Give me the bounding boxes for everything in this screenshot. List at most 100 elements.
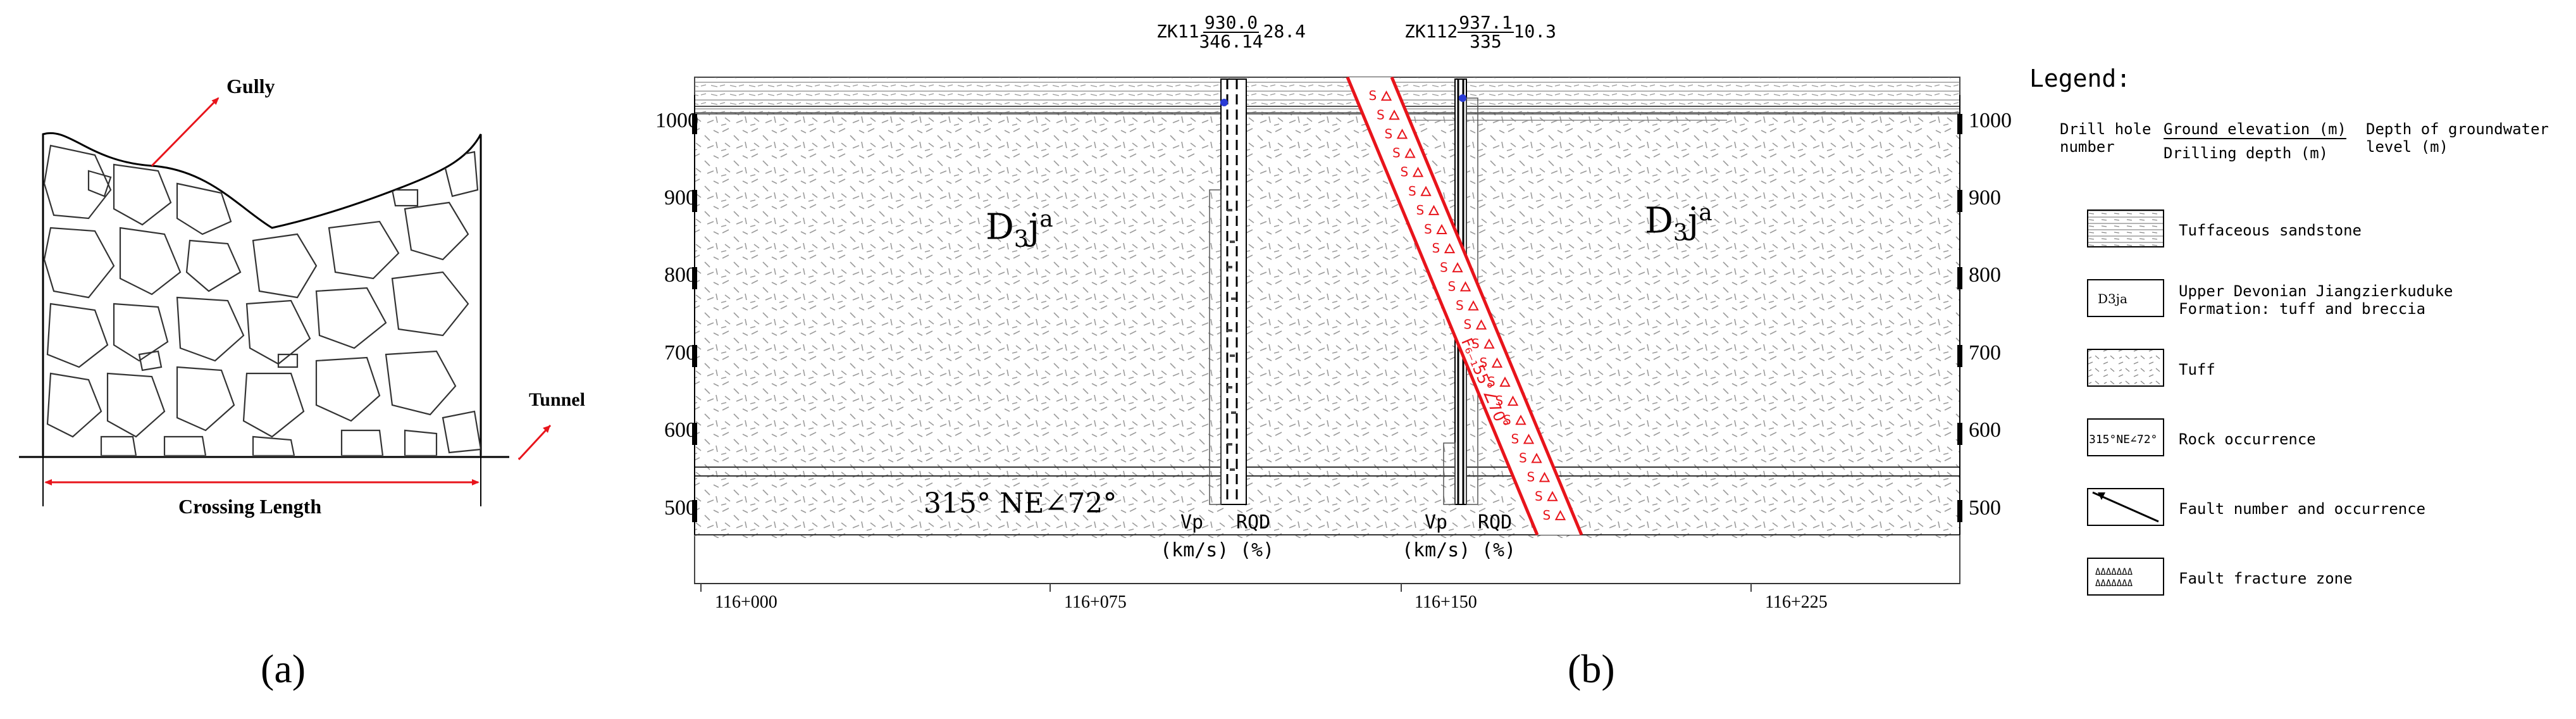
- legend-symbol-formation: [2087, 279, 2164, 317]
- fault-breccia-mark: [1468, 300, 1479, 311]
- legend-header-num: Ground elevation (m): [2164, 120, 2346, 139]
- elev-right-800: 800: [1969, 263, 2001, 287]
- legend-rock-symbol: 315°NE∠72°: [2089, 433, 2158, 446]
- fault-s-mark: S: [1519, 451, 1527, 466]
- legend-label-rock-occurrence: Rock occurrence: [2179, 430, 2316, 448]
- elev-right-900: 900: [1969, 186, 2001, 209]
- fault-s-mark: S: [1487, 374, 1495, 389]
- bh1-rqd-label: RQD: [1236, 511, 1271, 534]
- legend-symbol-sandstone: [2087, 209, 2164, 247]
- elev-left-700: 700: [664, 341, 697, 365]
- fault-s-mark: S: [1471, 336, 1480, 351]
- legend-header-col3: Depth of groundwater level (m): [2366, 120, 2549, 156]
- chainage-116-150: 116+150: [1415, 592, 1477, 612]
- fault-breccia-mark: [1515, 415, 1526, 425]
- fault-s-mark: S: [1369, 88, 1377, 103]
- fault-s-mark: S: [1511, 431, 1520, 446]
- bh1-vp-label: Vp: [1180, 511, 1204, 534]
- fault-s-mark: S: [1385, 126, 1393, 141]
- fault-s-mark: S: [1424, 222, 1432, 237]
- fault-s-mark: S: [1408, 184, 1416, 199]
- chainage-116-225: 116+225: [1765, 592, 1828, 612]
- fault-breccia-mark: [1547, 491, 1558, 501]
- fault-breccia-mark: [1444, 243, 1456, 254]
- crossing-length-label: Crossing Length: [178, 495, 322, 518]
- fault-breccia-mark: [1428, 204, 1440, 215]
- elev-right-700: 700: [1969, 341, 2001, 365]
- fault-breccia-mark: [1507, 396, 1519, 406]
- formation-label-right: D3ja: [1645, 200, 1712, 246]
- panel-b-label: (b): [1568, 646, 1615, 691]
- panel-a-diagram: [19, 97, 519, 506]
- bh2-rqd-unit: (%): [1482, 539, 1516, 561]
- elev-right-500: 500: [1969, 496, 2001, 520]
- elev-left-500: 500: [664, 496, 697, 520]
- fault-s-mark: S: [1464, 317, 1472, 332]
- bh1-vp-unit: (km/s): [1160, 539, 1229, 561]
- fault-breccia-mark: [1380, 91, 1392, 101]
- fault-breccia-mark: [1436, 223, 1447, 234]
- fault-s-mark: S: [1440, 259, 1448, 275]
- rock-occurrence-label: 315° NE∠72°: [924, 487, 1117, 520]
- fault-s-mark: S: [1480, 355, 1488, 370]
- bh2-vp-unit: (km/s): [1402, 539, 1471, 561]
- fault-breccia-mark: [1539, 472, 1551, 482]
- fault-breccia-mark: [1412, 166, 1424, 177]
- legend-label-fault: Fault number and occurrence: [2179, 500, 2426, 518]
- fault-s-mark: S: [1535, 489, 1543, 504]
- boulder-pattern: [43, 144, 481, 456]
- legend-label-tuff: Tuff: [2179, 361, 2215, 378]
- drill-hole-header-zk112: ZK112 937.1 335 10.3: [1404, 12, 1557, 52]
- fault-s-mark: S: [1448, 278, 1456, 294]
- legend-header-col1: Drill hole number: [2060, 120, 2152, 156]
- fault-breccia-mark: [1452, 262, 1463, 273]
- legend-label-formation: Upper Devonian Jiangzierkuduke Formation…: [2179, 282, 2453, 318]
- tunnel-label: Tunnel: [529, 389, 585, 410]
- tunnel-arrow-ext: [517, 424, 552, 461]
- bh2-rqd-label: RQD: [1478, 511, 1513, 534]
- panel-a-label: (a): [261, 646, 306, 691]
- fault-s-mark: S: [1377, 107, 1385, 122]
- gully-label: Gully: [226, 75, 275, 97]
- chainage-116-000: 116+000: [715, 592, 777, 612]
- elev-right-1000: 1000: [1969, 109, 2012, 132]
- bh1-rqd-unit: (%): [1240, 539, 1275, 561]
- formation-label-left: D3ja: [986, 206, 1053, 253]
- gully-surface: [42, 132, 482, 456]
- elev-left-1000: 1000: [655, 109, 698, 132]
- fault-breccia-mark: [1475, 319, 1487, 330]
- fault-breccia-mark: [1554, 510, 1566, 520]
- legend-symbol-tuff: [2087, 349, 2164, 387]
- fault-breccia-mark: [1499, 376, 1511, 387]
- elev-left-600: 600: [664, 418, 697, 442]
- svg-text:ΔΔΔΔΔΔΔ: ΔΔΔΔΔΔΔ: [2095, 578, 2133, 589]
- legend-title: Legend:: [2029, 65, 2131, 92]
- fault-breccia-mark: [1404, 147, 1416, 158]
- gully-arrow: [151, 97, 220, 167]
- chainage-axis: [700, 584, 1752, 592]
- legend-label-sandstone: Tuffaceous sandstone: [2179, 222, 2362, 239]
- chainage-116-075: 116+075: [1064, 592, 1127, 612]
- fault-breccia-mark: [1491, 357, 1503, 368]
- fault-s-mark: S: [1392, 146, 1401, 161]
- elev-left-900: 900: [664, 186, 697, 209]
- fault-breccia-mark: [1389, 109, 1400, 120]
- legend-symbols: ΔΔΔΔΔΔΔ ΔΔΔΔΔΔΔ: [2087, 209, 2164, 596]
- legend-label-fracture-zone: Fault fracture zone: [2179, 570, 2353, 587]
- sandstone-layer: [694, 77, 1960, 115]
- elev-right-600: 600: [1969, 418, 2001, 442]
- legend-formation-symbol: D3ja: [2098, 291, 2127, 306]
- legend-symbol-rock-occurrence: [2087, 418, 2164, 456]
- fault-breccia-mark: [1420, 185, 1432, 196]
- fault-s-mark: S: [1543, 508, 1551, 523]
- borehole-zk11: [1209, 78, 1247, 505]
- fault-s-mark: S: [1503, 412, 1511, 427]
- fault-s-mark: S: [1527, 470, 1535, 485]
- bh2-vp-label: Vp: [1425, 511, 1448, 534]
- fault-breccia-mark: [1531, 453, 1542, 463]
- legend-symbol-fault: [2087, 488, 2164, 526]
- elev-left-800: 800: [664, 263, 697, 287]
- fault-breccia-mark: [1483, 338, 1495, 349]
